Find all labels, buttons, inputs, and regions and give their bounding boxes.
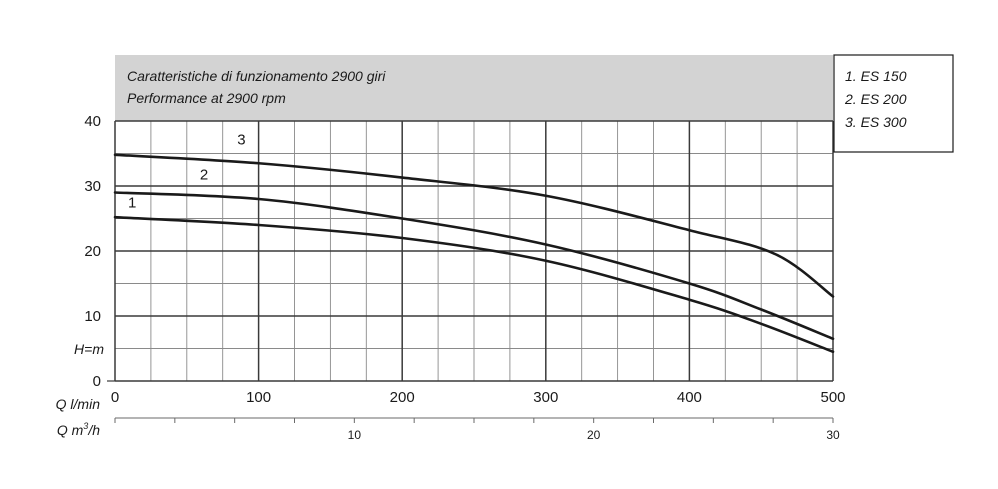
secondary-axis-tick-labels: 10 20 30: [348, 428, 840, 442]
secondary-axis-label-sup: 3: [83, 421, 88, 431]
x-tick-label: 500: [820, 389, 845, 406]
secondary-axis-tick-label: 20: [587, 428, 601, 442]
secondary-axis-tick-label: 10: [348, 428, 362, 442]
legend-item-2: 2. ES 200: [844, 91, 907, 107]
x-axis-label: Q l/min: [56, 396, 101, 412]
secondary-axis-label-tail: /h: [87, 422, 100, 438]
y-tick-label: 30: [84, 178, 101, 195]
curves: [113, 153, 835, 354]
x-tick-label: 100: [246, 389, 271, 406]
secondary-axis-label: Q m3/h: [57, 421, 100, 438]
secondary-axis-label-main: Q m: [57, 422, 84, 438]
curve-series-2: [113, 191, 835, 341]
y-tick-labels: 0 10 20 30 40: [84, 113, 101, 390]
x-tick-labels: 0 100 200 300 400 500: [111, 389, 846, 406]
curve-label-2: 2: [200, 167, 208, 184]
legend-box: [833, 54, 954, 153]
y-tick-label: 0: [93, 373, 101, 390]
curve-series-1: [113, 215, 835, 354]
curve-label-3: 3: [237, 131, 245, 148]
y-tick-label: 40: [84, 113, 101, 130]
legend-item-1: 1. ES 150: [845, 68, 907, 84]
header-title-line2: Performance at 2900 rpm: [127, 90, 286, 106]
x-tick-label: 400: [677, 389, 702, 406]
header-title-line1: Caratteristiche di funzionamento 2900 gi…: [127, 68, 386, 84]
legend-item-3: 3. ES 300: [845, 114, 907, 130]
x-tick-label: 0: [111, 389, 119, 406]
curve-labels: 1 2 3: [128, 131, 245, 211]
curve-label-1: 1: [128, 194, 136, 211]
header-band: [115, 55, 833, 121]
curve-series-3: [113, 153, 835, 298]
secondary-axis-minor-ticks: [114, 418, 834, 423]
grid-major: [107, 120, 834, 382]
y-tick-label: 20: [84, 243, 101, 260]
x-tick-label: 200: [390, 389, 415, 406]
secondary-axis-tick-label: 30: [826, 428, 840, 442]
y-tick-label: 10: [84, 308, 101, 325]
x-tick-label: 300: [533, 389, 558, 406]
y-axis-label: H=m: [74, 341, 104, 357]
